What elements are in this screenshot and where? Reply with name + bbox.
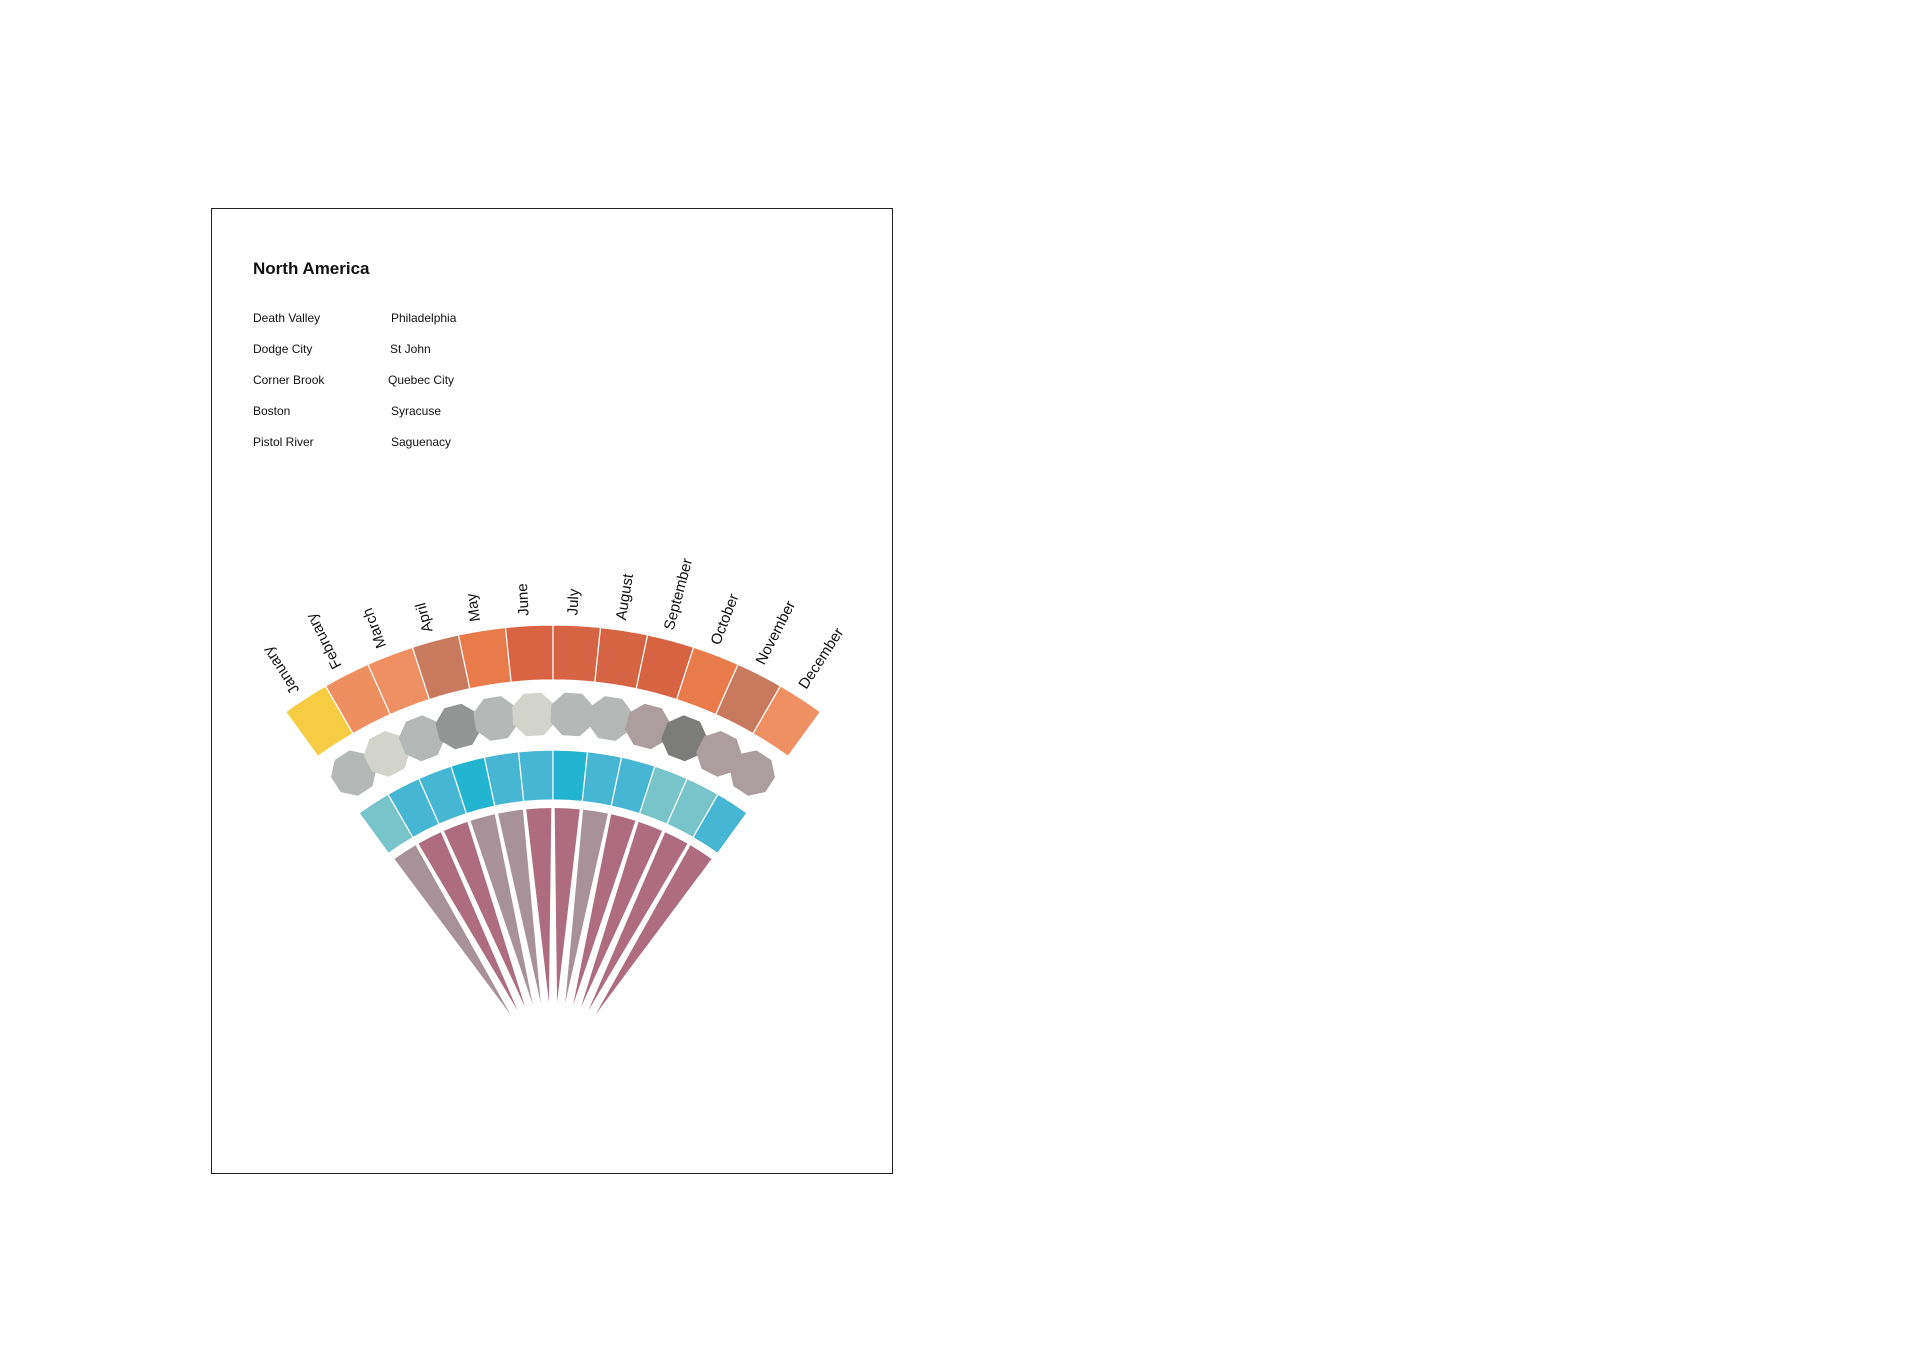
octagon-marker <box>398 715 445 762</box>
octagon-marker <box>587 696 633 741</box>
blue-ring <box>358 749 748 855</box>
month-label: January <box>260 643 304 697</box>
month-label: May <box>463 592 484 623</box>
city-label: Philadelphia <box>391 311 457 325</box>
blue-ring-segment <box>692 793 748 855</box>
city-label: Corner Brook <box>253 373 325 387</box>
wedge-spike <box>573 814 636 1005</box>
outer-ring-segment <box>504 624 554 683</box>
wedge-spike <box>526 808 552 1003</box>
octagon-marker <box>624 703 671 750</box>
city-label: Pistol River <box>253 435 314 449</box>
city-label: St John <box>390 342 431 356</box>
city-label: Quebec City <box>388 373 455 387</box>
month-label: March <box>359 606 390 651</box>
octagon-marker <box>729 750 775 796</box>
month-label: August <box>613 572 637 622</box>
octagon-marker <box>363 731 410 777</box>
city-label: Dodge City <box>253 342 313 356</box>
wedge-spike <box>588 832 688 1011</box>
poster-title: North America <box>253 259 370 278</box>
outer-ring-segment <box>552 624 602 683</box>
octagon-marker <box>696 731 743 777</box>
month-label: April <box>412 601 436 634</box>
octagon-marker <box>550 692 594 737</box>
month-label: September <box>661 557 696 632</box>
octagon-marker <box>331 750 377 796</box>
outer-ring-segment <box>752 685 822 758</box>
city-label: Syracuse <box>391 404 442 418</box>
month-label: July <box>564 588 582 616</box>
city-label: Boston <box>253 404 291 418</box>
wedge-spike <box>418 832 518 1011</box>
blue-ring-segment <box>517 749 554 803</box>
wedge-spike <box>470 814 533 1005</box>
wedge-spike <box>498 809 541 1003</box>
month-label: November <box>753 598 800 667</box>
octagon-row <box>331 692 775 796</box>
month-label: February <box>303 610 346 672</box>
month-label: June <box>514 583 533 616</box>
month-label: October <box>708 591 743 647</box>
octagon-marker <box>473 696 519 741</box>
wedge-spike <box>565 809 608 1003</box>
wedge-spike <box>580 821 663 1008</box>
octagon-marker <box>661 715 708 762</box>
wedge-spike <box>394 845 511 1015</box>
octagon-marker <box>435 703 482 750</box>
outer-ring <box>284 624 822 758</box>
city-label: Saguenacy <box>391 435 452 449</box>
wedge-spike <box>595 845 712 1015</box>
city-label: Death Valley <box>253 311 321 325</box>
month-label: December <box>795 625 847 692</box>
octagon-marker <box>512 692 556 737</box>
wedge-spike <box>554 808 580 1003</box>
wedge-fan <box>394 808 712 1015</box>
blue-ring-segment <box>552 749 589 803</box>
wedge-spike <box>443 821 526 1008</box>
